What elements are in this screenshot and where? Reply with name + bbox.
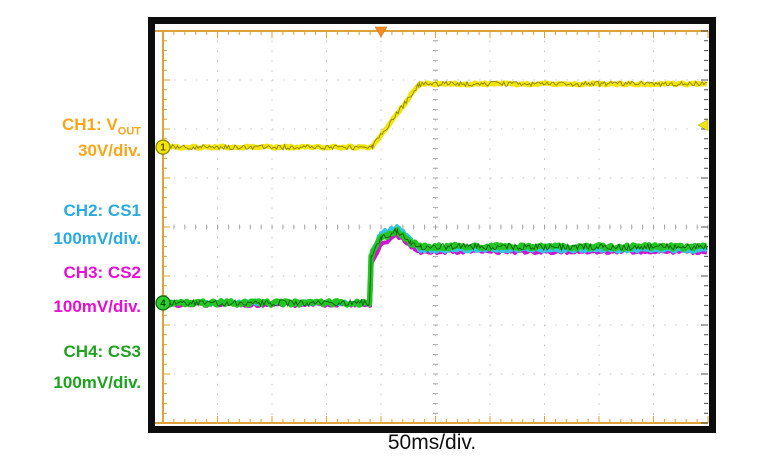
channel-labels: CH1: VOUT 30V/div. CH2: CS1 100mV/div. C… (0, 0, 143, 461)
timebase-caption: 50ms/div. (387, 431, 477, 454)
channel-badge-1: 1 (155, 139, 171, 155)
ch1-name-subscript: OUT (117, 125, 141, 138)
svg-text:4: 4 (160, 298, 166, 309)
svg-text:1: 1 (160, 143, 166, 154)
channel-badge-4: 4 (155, 295, 171, 311)
ch4-scale-label: 100mV/div. (53, 373, 141, 392)
ch3-name-label: CH3: CS2 (63, 263, 141, 282)
ch1-name-label: CH1: VOUT (62, 115, 141, 138)
ch4-trace (160, 226, 708, 308)
scope-axes (155, 30, 709, 424)
ch1-name-text: CH1: V (62, 115, 118, 134)
ch4-name-label: CH4: CS3 (63, 342, 141, 361)
trigger-level-icon (697, 119, 709, 132)
screen-frame (148, 17, 716, 433)
ch3-scale-label: 100mV/div. (53, 297, 141, 316)
ch2-name-label: CH2: CS1 (63, 201, 141, 220)
ch2-scale-label: 100mV/div. (53, 229, 141, 248)
ch1-trace (162, 80, 708, 151)
ch1-scale-label: 30V/div. (78, 141, 141, 160)
trigger-position-icon (374, 26, 388, 38)
